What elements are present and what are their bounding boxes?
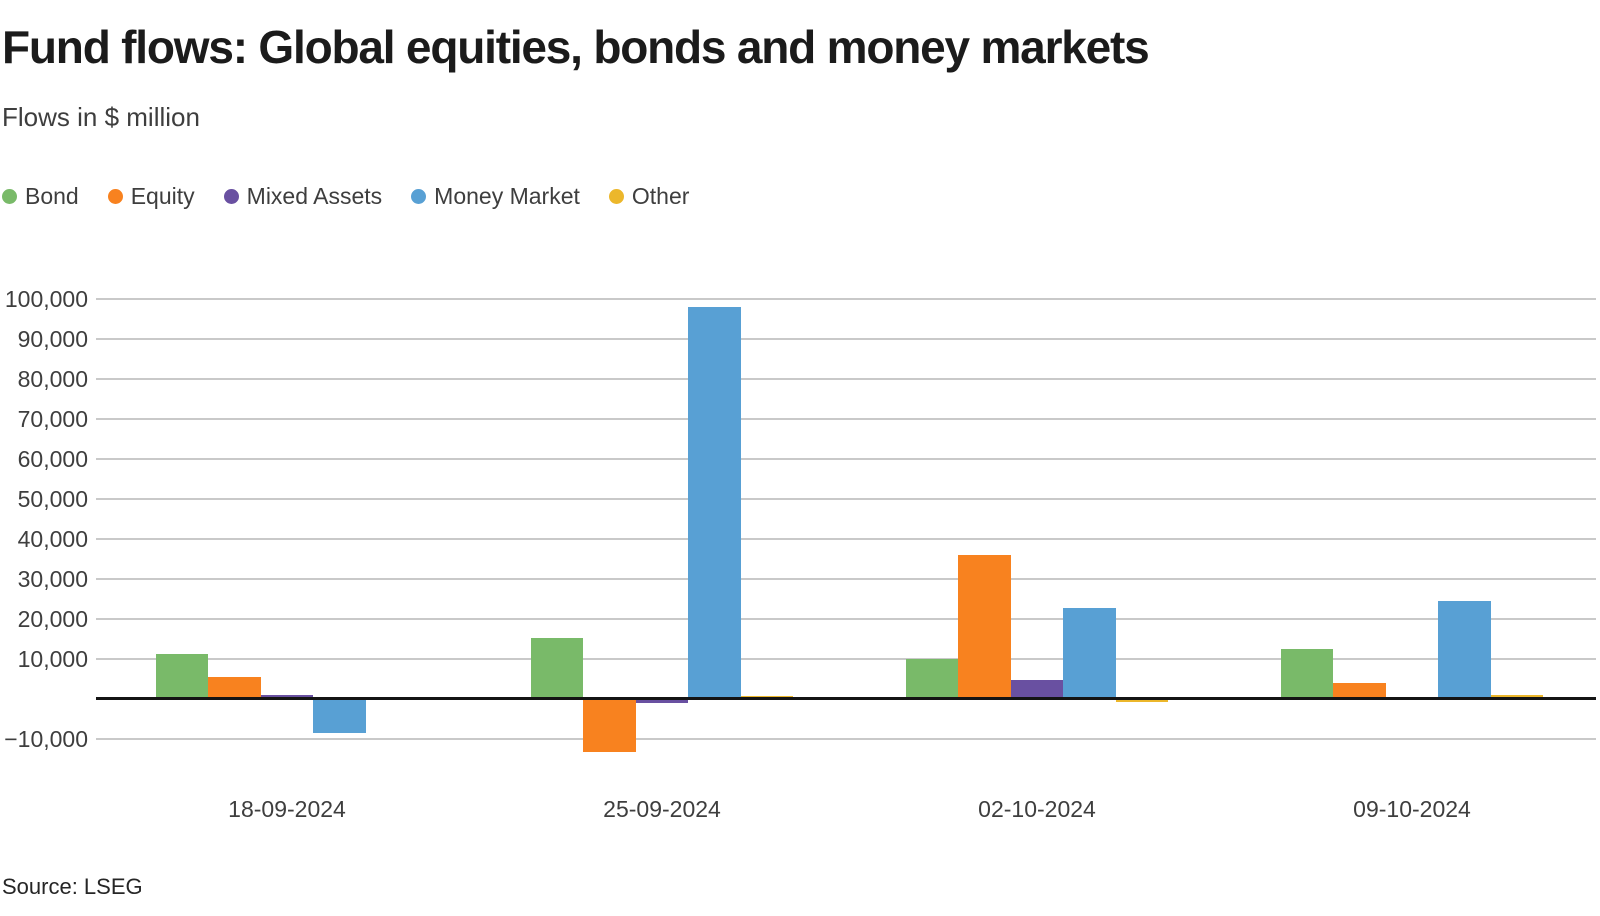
gridline: [96, 418, 1596, 420]
gridline: [96, 738, 1596, 740]
legend-label: Mixed Assets: [246, 183, 383, 209]
y-axis-tick-label: 30,000: [17, 566, 88, 592]
x-axis-category-label: 25-09-2024: [603, 796, 721, 822]
bar-money-market-02-10-2024: [1063, 607, 1116, 699]
bar-bond-25-09-2024: [530, 638, 584, 699]
bar-mixed-assets-25-09-2024: [635, 699, 689, 704]
bar-mixed-assets-02-10-2024: [1010, 680, 1064, 699]
gridline: [96, 578, 1596, 580]
x-axis-category-label: 09-10-2024: [1353, 796, 1471, 822]
zero-axis-line: [96, 697, 1596, 700]
y-axis-tick-label: 10,000: [17, 646, 88, 672]
legend-dot-money-market: [411, 189, 427, 204]
bar-bond-02-10-2024: [905, 659, 959, 699]
legend-item-bond: Bond: [2, 183, 79, 210]
x-axis-category-label: 02-10-2024: [978, 796, 1096, 822]
bar-other-02-10-2024: [1115, 699, 1169, 702]
gridline: [96, 658, 1596, 660]
bar-money-market-09-10-2024: [1438, 600, 1491, 699]
legend-label: Bond: [25, 183, 79, 209]
bar-bond-09-10-2024: [1280, 649, 1334, 699]
bar-money-market-25-09-2024: [688, 307, 741, 699]
gridline: [96, 498, 1596, 500]
legend-item-equity: Equity: [107, 183, 195, 210]
gridline: [96, 298, 1596, 300]
legend-dot-bond: [2, 189, 17, 204]
y-axis-tick-label: 50,000: [17, 486, 88, 512]
y-axis-tick-label: 60,000: [17, 446, 88, 472]
legend-dot-mixed-assets: [223, 189, 239, 204]
legend-dot-equity: [107, 189, 123, 204]
y-axis-tick-label: 40,000: [17, 526, 88, 552]
y-axis-tick-label: 80,000: [17, 366, 88, 392]
y-axis-tick-label: 20,000: [17, 606, 88, 632]
chart-title: Fund flows: Global equities, bonds and m…: [2, 21, 1150, 73]
y-axis-tick-label: 90,000: [17, 326, 88, 352]
source-note: Source: LSEG: [2, 874, 143, 899]
y-axis-tick-label: 70,000: [17, 406, 88, 432]
legend-dot-other: [608, 189, 624, 204]
gridline: [96, 338, 1596, 340]
chart-subtitle: Flows in $ million: [2, 102, 200, 132]
legend: Bond Equity Mixed Assets Money Market Other: [2, 183, 689, 210]
gridline: [96, 458, 1596, 460]
legend-item-other: Other: [608, 183, 690, 210]
bar-equity-18-09-2024: [208, 676, 261, 699]
legend-item-money-market: Money Market: [411, 183, 580, 210]
gridline: [96, 618, 1596, 620]
bar-equity-02-10-2024: [958, 555, 1011, 699]
legend-label: Other: [631, 183, 690, 209]
bar-equity-09-10-2024: [1333, 683, 1386, 699]
gridline: [96, 378, 1596, 380]
legend-label: Equity: [130, 183, 195, 209]
legend-item-mixed-assets: Mixed Assets: [223, 183, 383, 210]
y-axis-tick-label: −10,000: [4, 726, 88, 752]
x-axis-category-label: 18-09-2024: [228, 796, 346, 822]
gridline: [96, 538, 1596, 540]
legend-label: Money Market: [434, 183, 580, 209]
bar-money-market-18-09-2024: [313, 699, 366, 733]
y-axis-tick-label: 100,000: [4, 286, 88, 312]
bar-equity-25-09-2024: [583, 699, 636, 753]
bar-bond-18-09-2024: [155, 654, 209, 699]
